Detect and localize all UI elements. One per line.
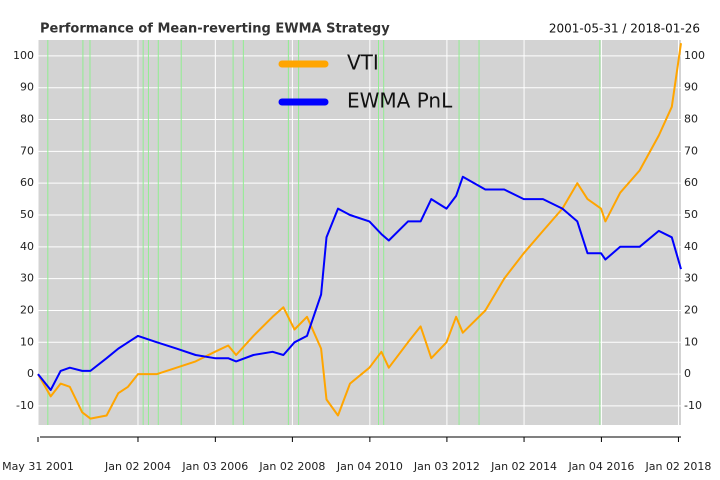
x-tick-label: May 31 2001 xyxy=(2,460,74,473)
x-tick-label: Jan 02 2018 xyxy=(644,460,711,473)
y-tick-label-right: 30 xyxy=(684,272,698,285)
y-tick-label: 20 xyxy=(20,303,34,316)
y-tick-label-right: 100 xyxy=(684,49,705,62)
y-tick-label-right: 70 xyxy=(684,144,698,157)
chart-title: Performance of Mean-reverting EWMA Strat… xyxy=(40,22,390,37)
x-tick-label: Jan 04 2010 xyxy=(336,460,403,473)
y-tick-label: 100 xyxy=(13,49,34,62)
y-tick-label-right: 90 xyxy=(684,81,698,94)
x-tick-label: Jan 03 2006 xyxy=(181,460,248,473)
y-tick-label-right: -10 xyxy=(684,399,702,412)
y-tick-label: 40 xyxy=(20,240,34,253)
x-tick-label: Jan 03 2012 xyxy=(413,460,480,473)
y-tick-label-right: 20 xyxy=(684,303,698,316)
y-tick-label: 30 xyxy=(20,272,34,285)
y-tick-label: -10 xyxy=(16,399,34,412)
legend-label: EWMA PnL xyxy=(347,89,453,113)
y-tick-label: 50 xyxy=(20,208,34,221)
y-tick-label-right: 80 xyxy=(684,113,698,126)
y-tick-label-right: 10 xyxy=(684,335,698,348)
y-tick-label: 70 xyxy=(20,144,34,157)
y-tick-label-right: 40 xyxy=(684,240,698,253)
y-tick-label: 80 xyxy=(20,113,34,126)
series-line xyxy=(37,175,682,391)
y-tick-label-right: 50 xyxy=(684,208,698,221)
y-tick-label-right: 0 xyxy=(684,367,691,380)
y-tick-label: 60 xyxy=(20,176,34,189)
x-tick-label: Jan 02 2008 xyxy=(258,460,325,473)
y-tick-label: 0 xyxy=(27,367,34,380)
x-tick-label: Jan 04 2016 xyxy=(567,460,634,473)
y-tick-label-right: 60 xyxy=(684,176,698,189)
x-tick-label: Jan 02 2004 xyxy=(104,460,171,473)
legend-label: VTI xyxy=(347,51,379,75)
series-line xyxy=(37,43,682,420)
chart-subtitle: 2001-05-31 / 2018-01-26 xyxy=(549,22,700,36)
y-tick-label: 90 xyxy=(20,81,34,94)
plot-background xyxy=(38,40,681,425)
y-tick-label: 10 xyxy=(20,335,34,348)
x-tick-label: Jan 02 2014 xyxy=(490,460,557,473)
